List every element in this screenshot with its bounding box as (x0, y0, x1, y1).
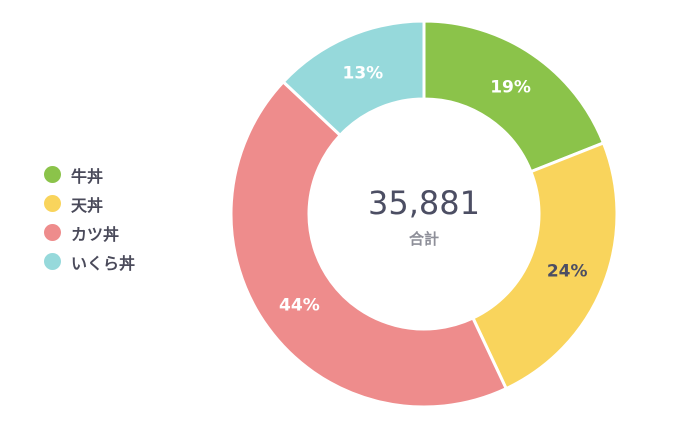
legend-dot-icon (44, 224, 61, 241)
legend-item-tendon[interactable]: 天丼 (44, 189, 135, 218)
legend-dot-icon (44, 253, 61, 270)
legend-item-ikuradon[interactable]: いくら丼 (44, 247, 135, 276)
legend-label: 天丼 (71, 195, 104, 215)
legend-dot-icon (44, 166, 61, 183)
legend-item-gyudon[interactable]: 牛丼 (44, 160, 135, 189)
total-value: 35,881 (368, 184, 480, 222)
slice-ikuradon[interactable] (281, 19, 426, 138)
legend-label: いくら丼 (71, 253, 136, 273)
donut-slices (229, 19, 619, 409)
legend-label: 牛丼 (71, 166, 104, 186)
slice-label-katsudon: 44% (279, 296, 320, 316)
legend-dot-icon (44, 195, 61, 212)
legend: 牛丼 天丼 カツ丼 いくら丼 (44, 160, 135, 276)
slice-tendon[interactable] (470, 141, 619, 391)
slice-katsudon[interactable] (229, 79, 509, 409)
slice-label-gyudon: 19% (490, 78, 531, 98)
legend-label: カツ丼 (71, 224, 120, 244)
total-caption: 合計 (408, 230, 439, 248)
slice-label-tendon: 24% (547, 262, 588, 282)
legend-item-katsudon[interactable]: カツ丼 (44, 218, 135, 247)
slice-label-ikuradon: 13% (342, 64, 383, 84)
slice-labels: 19% 24% 44% 13% (279, 64, 587, 316)
